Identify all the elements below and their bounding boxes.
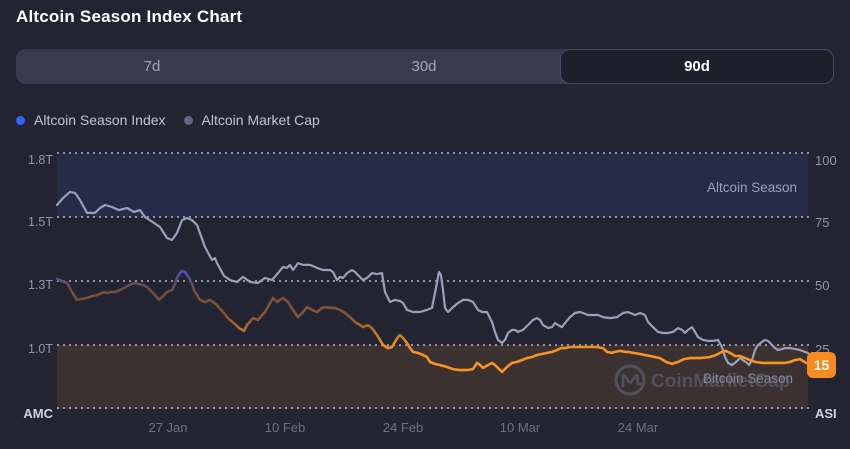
current-value-badge: 15 [807, 352, 836, 378]
timeframe-tabbar: 7d 30d 90d [16, 49, 834, 84]
watermark-text: CoinMarketCap [651, 371, 790, 392]
coinmarketcap-logo-icon [614, 364, 646, 396]
tab-30d[interactable]: 30d [411, 58, 437, 75]
tab-90d[interactable]: 90d [560, 49, 834, 84]
left-axis-caption: AMC [23, 406, 53, 421]
x-axis-tick: 10 Feb [264, 420, 306, 435]
right-axis-caption: ASI [815, 406, 837, 421]
right-axis-tick: 100 [815, 153, 837, 168]
legend-dot-blue-icon [16, 115, 25, 125]
legend-item-altcoin-market-cap[interactable]: Altcoin Market Cap [183, 112, 320, 128]
altcoin-season-band [57, 153, 808, 217]
gridline-50 [57, 280, 810, 282]
altcoin-season-label: Altcoin Season [706, 180, 797, 195]
right-axis-tick: 50 [815, 278, 830, 293]
legend-label: Altcoin Season Index [34, 112, 166, 128]
gridline-75 [57, 216, 810, 218]
left-axis-tick: 1.3T [27, 278, 53, 292]
x-axis-tick: 24 Feb [382, 420, 424, 435]
gridline-100 [57, 152, 810, 154]
chart-legend: Altcoin Season Index Altcoin Market Cap [16, 112, 320, 128]
page-title: Altcoin Season Index Chart [16, 7, 243, 26]
series-line-altcoin-season-index [55, 269, 812, 374]
legend-dot-gray-icon [183, 115, 193, 125]
x-axis-tick: 27 Jan [148, 420, 188, 435]
bitcoin-season-band [57, 345, 808, 409]
tab-7d[interactable]: 7d [143, 58, 161, 75]
series-line-altcoin-market-cap [55, 190, 810, 367]
x-axis-tick: 10 Mar [499, 420, 541, 435]
coinmarketcap-watermark: CoinMarketCap [614, 364, 790, 396]
right-axis-tick: 75 [815, 215, 830, 230]
x-axis-tick: 24 Mar [617, 420, 659, 435]
left-axis-tick: 1.0T [27, 342, 53, 356]
left-axis-tick: 1.8T [27, 153, 53, 167]
legend-label: Altcoin Market Cap [201, 112, 320, 128]
left-axis-tick: 1.5T [27, 215, 53, 229]
gridline-25 [57, 344, 810, 346]
gridline-0 [57, 407, 810, 409]
bitcoin-season-label: Bitcoin Season [702, 371, 793, 386]
legend-item-altcoin-season-index[interactable]: Altcoin Season Index [16, 112, 166, 128]
